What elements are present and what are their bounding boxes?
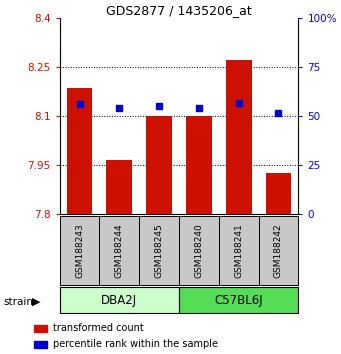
Text: DBA2J: DBA2J xyxy=(101,293,137,307)
Text: GSM188243: GSM188243 xyxy=(75,223,84,278)
Title: GDS2877 / 1435206_at: GDS2877 / 1435206_at xyxy=(106,4,252,17)
Bar xyxy=(266,173,292,214)
Bar xyxy=(186,116,212,214)
Text: GSM188241: GSM188241 xyxy=(234,223,243,278)
Text: GSM188245: GSM188245 xyxy=(154,223,164,278)
Text: GSM188244: GSM188244 xyxy=(115,223,124,278)
Bar xyxy=(66,88,92,214)
Text: GSM188240: GSM188240 xyxy=(194,223,204,278)
Bar xyxy=(179,216,219,285)
Text: transformed count: transformed count xyxy=(54,323,144,333)
Text: ▶: ▶ xyxy=(32,297,40,307)
Bar xyxy=(106,160,132,214)
Bar xyxy=(60,216,100,285)
Bar xyxy=(60,287,179,313)
Bar xyxy=(258,216,298,285)
Bar xyxy=(34,325,47,332)
Bar xyxy=(139,216,179,285)
Bar xyxy=(226,60,252,214)
Text: GSM188242: GSM188242 xyxy=(274,223,283,278)
Bar xyxy=(34,341,47,348)
Bar xyxy=(100,216,139,285)
Bar xyxy=(219,216,258,285)
Text: percentile rank within the sample: percentile rank within the sample xyxy=(54,339,218,349)
Bar xyxy=(146,116,172,214)
Bar xyxy=(179,287,298,313)
Text: strain: strain xyxy=(3,297,33,307)
Text: C57BL6J: C57BL6J xyxy=(214,293,263,307)
